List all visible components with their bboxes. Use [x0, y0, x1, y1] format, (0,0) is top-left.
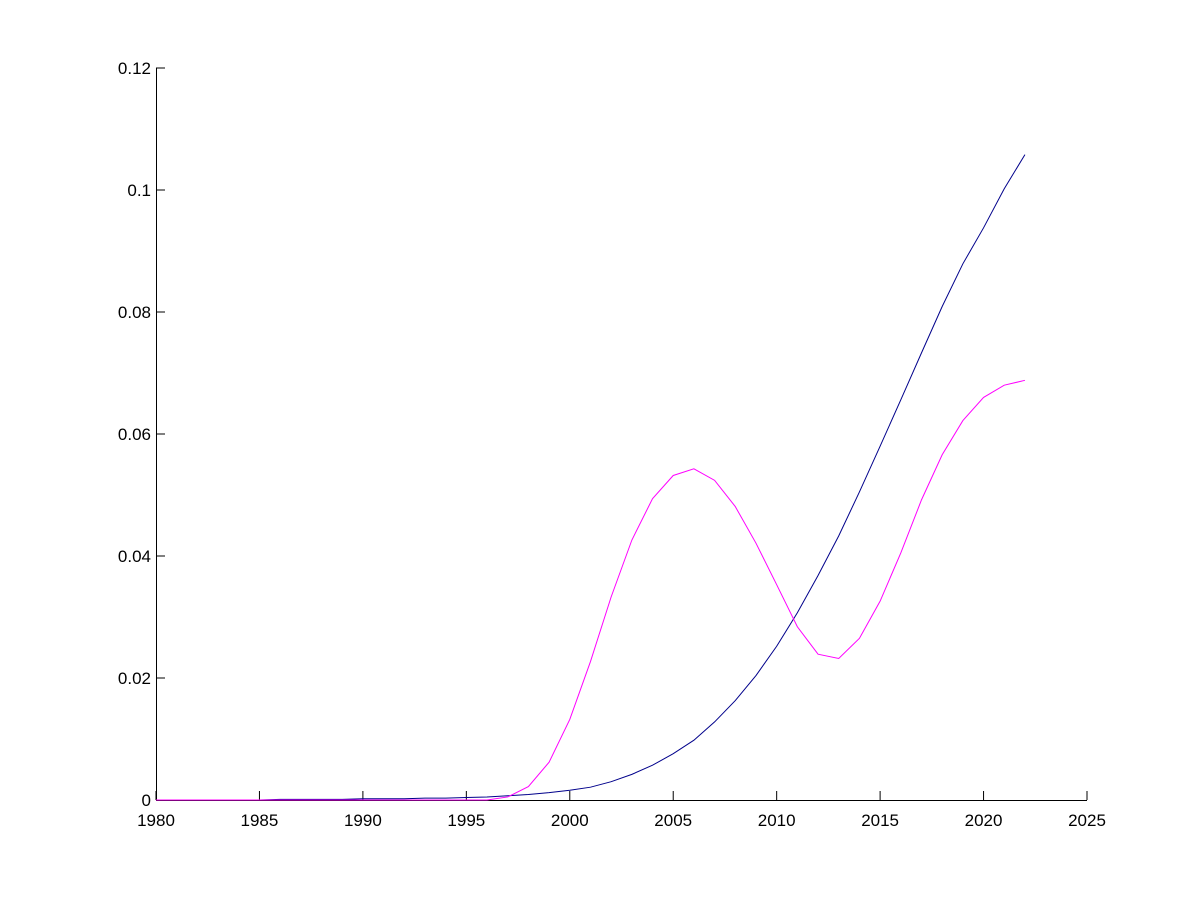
- y-tick-label: 0: [142, 791, 151, 810]
- x-tick-label: 1985: [241, 811, 279, 830]
- x-tick-label: 2000: [551, 811, 589, 830]
- y-tick-label: 0.08: [118, 303, 151, 322]
- x-tick-label: 2025: [1068, 811, 1106, 830]
- x-axis-ticks: 1980 1985 1990 1995 2000 2005 2010 2015 2020 2025: [137, 791, 1106, 830]
- y-tick-label: 0.04: [118, 547, 151, 566]
- x-tick-label: 2020: [965, 811, 1003, 830]
- x-tick-label: 2015: [861, 811, 899, 830]
- y-tick-label: 0.12: [118, 59, 151, 78]
- series-group: [156, 154, 1026, 801]
- series-line-2: [156, 379, 1026, 801]
- y-axis-ticks: 0 0.02 0.04 0.06 0.08 0.1 0.12: [118, 59, 165, 810]
- x-tick-label: 1990: [344, 811, 382, 830]
- y-tick-label: 0.06: [118, 425, 151, 444]
- x-tick-label: 2005: [654, 811, 692, 830]
- x-tick-label: 1995: [447, 811, 485, 830]
- x-tick-label: 2010: [758, 811, 796, 830]
- plot-area: [156, 68, 1087, 801]
- series-line-1: [156, 154, 1026, 801]
- x-tick-label: 1980: [137, 811, 175, 830]
- y-tick-label: 0.02: [118, 669, 151, 688]
- y-tick-label: 0.1: [127, 181, 151, 200]
